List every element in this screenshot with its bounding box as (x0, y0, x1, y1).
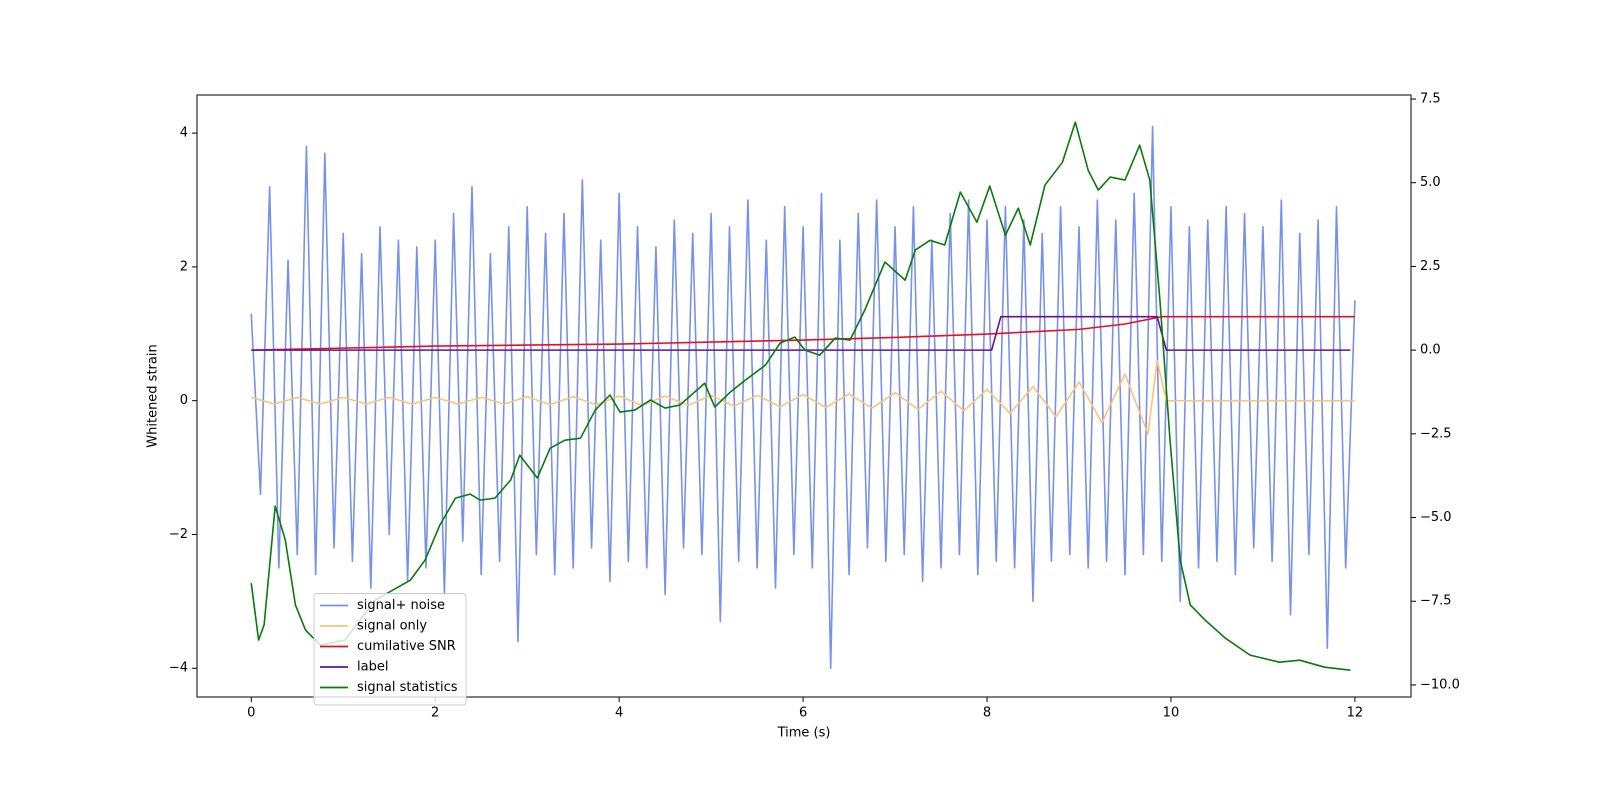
series-line (250, 121, 1351, 672)
legend-label: label (357, 660, 388, 675)
legend-label: signal+ noise (357, 598, 445, 613)
x-tick-label: 12 (1347, 706, 1364, 721)
y2-tick-label: −7.5 (1420, 594, 1452, 609)
y-tick-label: 2 (180, 259, 188, 274)
x-tick-label: 0 (247, 706, 255, 721)
y-tick-label: 4 (180, 126, 188, 141)
y2-tick-label: −10.0 (1420, 677, 1460, 692)
legend-label: signal only (357, 619, 427, 634)
y-axis-label: Whitened strain (146, 344, 161, 447)
x-axis-label: Time (s) (777, 726, 831, 741)
series-line (251, 359, 1355, 435)
y-tick-label: −4 (169, 661, 188, 676)
x-tick-label: 6 (799, 706, 807, 721)
legend-label: cumilative SNR (357, 639, 456, 654)
legend-label: signal statistics (357, 680, 458, 695)
plot-area (250, 121, 1356, 672)
y2-tick-label: 2.5 (1420, 259, 1441, 274)
y2-tick-label: −5.0 (1420, 510, 1452, 525)
series-line (251, 315, 1355, 351)
x-tick-label: 8 (983, 706, 991, 721)
legend-box (313, 593, 467, 706)
x-tick-label: 4 (615, 706, 623, 721)
series-line (250, 125, 1356, 670)
y2-tick-label: −2.5 (1420, 426, 1452, 441)
y2-tick-label: 0.0 (1420, 343, 1441, 358)
series-line (251, 315, 1351, 351)
x-tick-label: 10 (1163, 706, 1180, 721)
x-tick-label: 2 (431, 706, 439, 721)
legend: signal+ noise signal only cumilative SNR la… (313, 593, 467, 706)
y-tick-label: 0 (180, 393, 188, 408)
y2-tick-label: 5.0 (1420, 175, 1441, 190)
y-tick-label: −2 (169, 527, 188, 542)
plot-frame (196, 94, 1412, 698)
y2-tick-label: 7.5 (1420, 92, 1441, 107)
